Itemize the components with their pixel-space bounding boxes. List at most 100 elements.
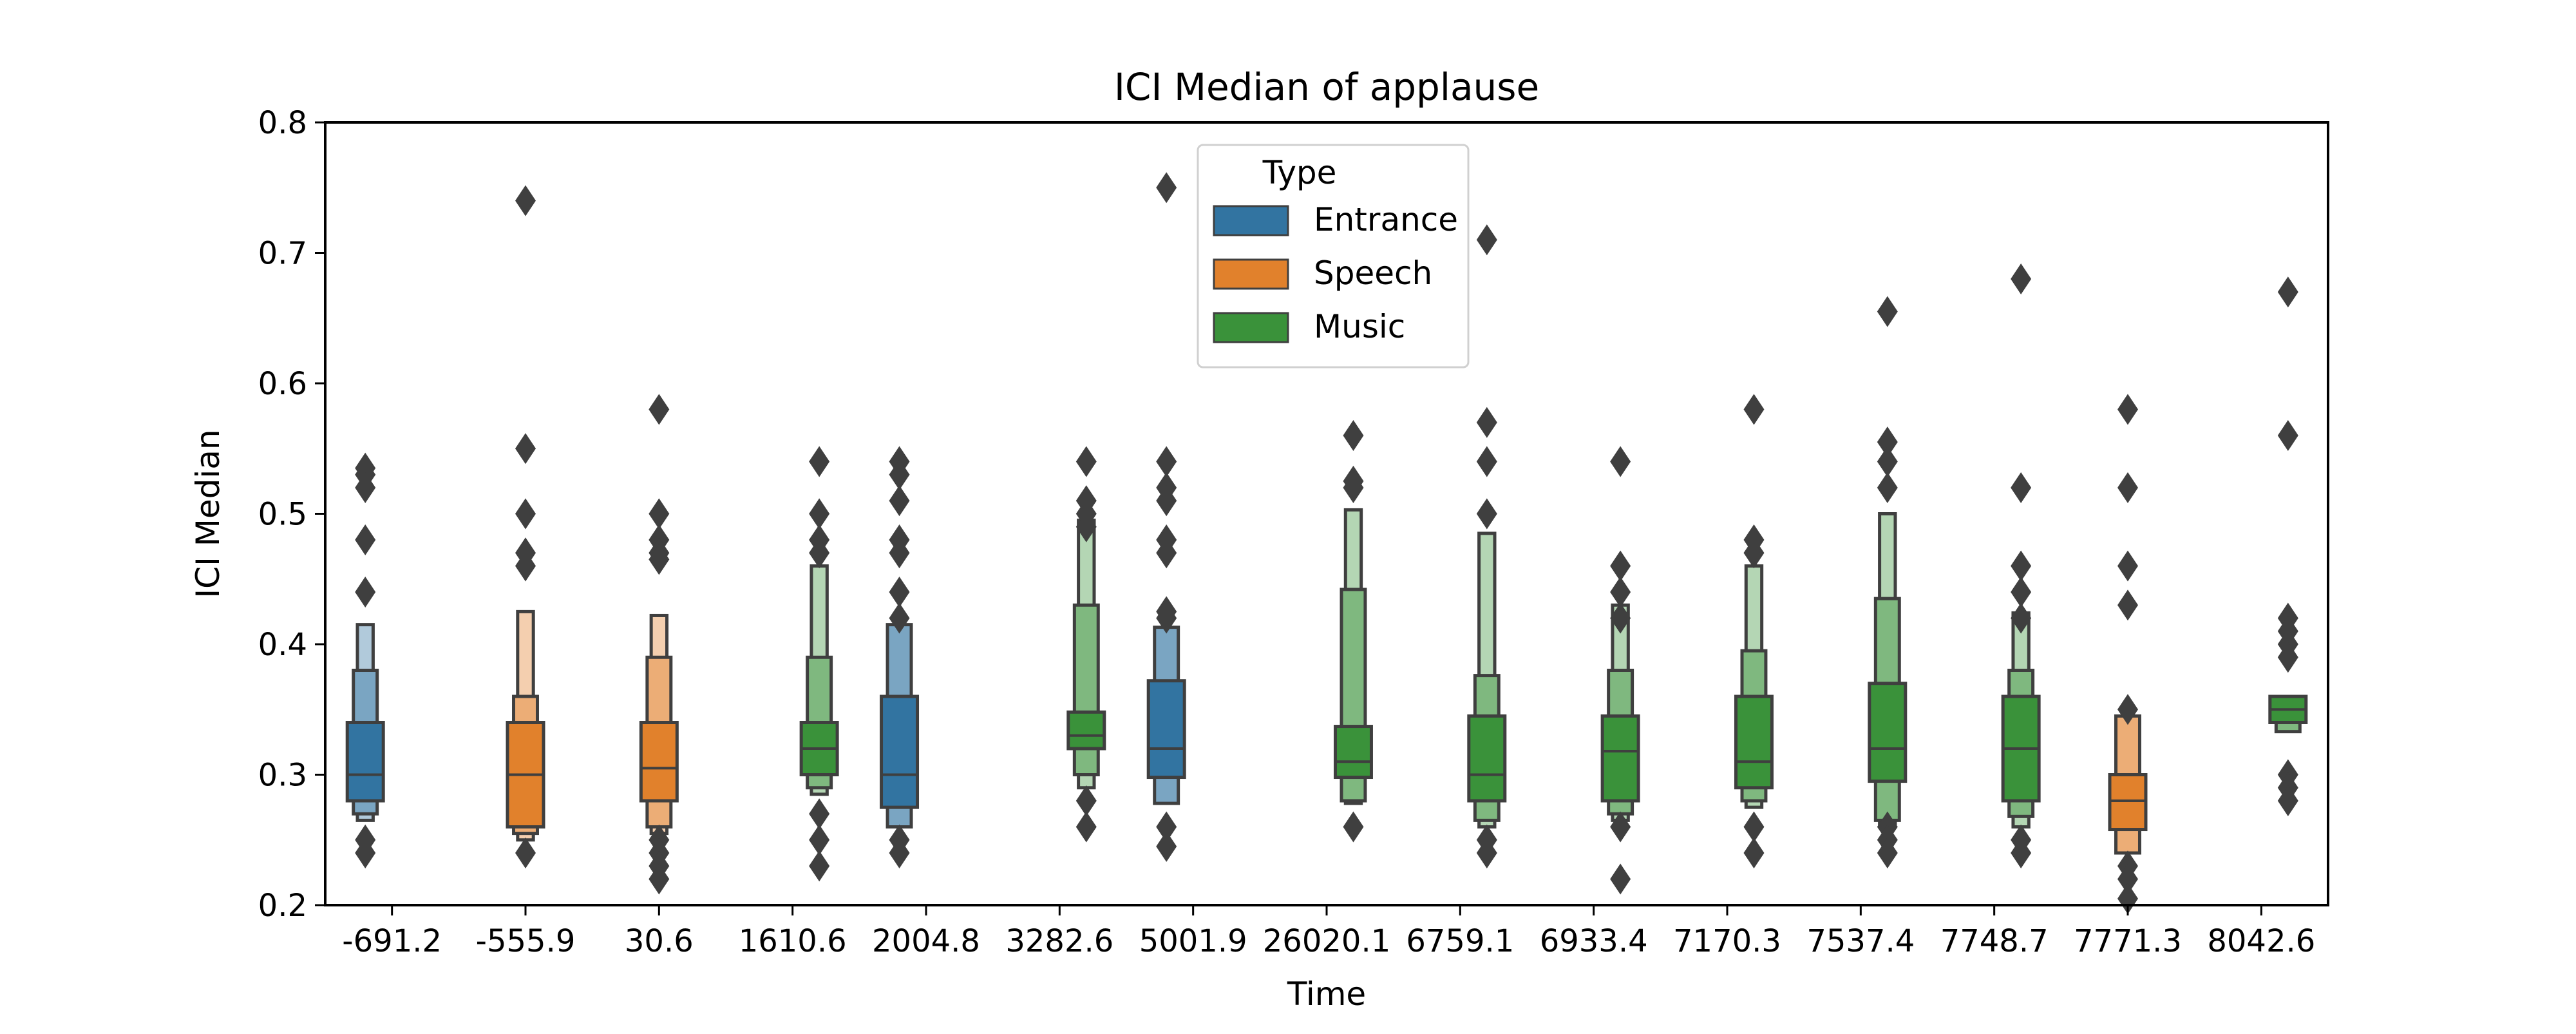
outlier-point	[1743, 838, 1765, 868]
x-tick-label: 6933.4	[1540, 923, 1648, 959]
outlier-point	[1877, 296, 1898, 327]
outlier-point	[649, 863, 670, 895]
x-tick-label: 1610.6	[739, 923, 847, 959]
y-axis-label: ICI Median	[189, 429, 227, 598]
outlier-point	[1877, 446, 1898, 477]
legend-swatch	[1213, 205, 1289, 236]
y-tick-label: 0.2	[258, 888, 307, 924]
outlier-point	[2011, 550, 2032, 582]
outlier-point	[1156, 446, 1177, 477]
x-tick-label: 5001.9	[1139, 923, 1247, 959]
outlier-point	[1877, 472, 1898, 503]
outlier-point	[809, 446, 830, 477]
outlier-point	[1156, 602, 1177, 634]
boxen-group	[2268, 276, 2308, 816]
outlier-point	[889, 602, 910, 634]
boxen-group	[1333, 420, 1373, 843]
outlier-point	[355, 524, 376, 555]
outlier-point	[2117, 550, 2138, 582]
outlier-point	[515, 433, 536, 464]
x-tick-label: -691.2	[342, 923, 442, 959]
outlier-point	[1476, 407, 1497, 438]
outlier-point	[515, 185, 536, 216]
outlier-point	[1075, 785, 1097, 816]
outlier-point	[355, 577, 376, 608]
outlier-point	[2117, 589, 2138, 621]
outlier-point	[809, 850, 830, 882]
outlier-point	[649, 394, 670, 425]
outlier-point	[889, 485, 910, 517]
chart-title: ICI Median of applause	[1114, 65, 1539, 109]
x-tick-label: 26020.1	[1263, 923, 1391, 959]
x-tick-label: 7170.3	[1673, 923, 1781, 959]
outlier-point	[2011, 472, 2032, 503]
boxen-group	[1868, 296, 1908, 868]
outlier-point	[1610, 550, 1631, 582]
outlier-point	[1343, 420, 1364, 451]
axes: 0.2 0.3 0.4 0.5 0.6 0.7 0.8 -691.2 -555.9 30.6 161…	[258, 105, 2316, 959]
legend: Type Entrance Speech Music	[1197, 144, 1470, 369]
outlier-point	[2277, 420, 2298, 451]
outlier-point	[515, 550, 536, 582]
outlier-point	[1075, 511, 1097, 542]
boxen-box	[1066, 710, 1106, 751]
outlier-point	[1743, 394, 1765, 425]
outlier-point	[889, 577, 910, 608]
x-tick-label: 7537.4	[1806, 923, 1915, 959]
outlier-point	[1610, 863, 1631, 895]
outlier-point	[2277, 785, 2298, 816]
x-tick-label: 8042.6	[2207, 923, 2315, 959]
boxen-group	[506, 185, 545, 868]
boxen-group	[1146, 172, 1186, 862]
boxen-group	[1600, 446, 1640, 895]
outlier-point	[1476, 838, 1497, 868]
outlier-point	[2011, 838, 2032, 868]
outlier-point	[1075, 446, 1097, 477]
outlier-point	[649, 544, 670, 575]
outlier-point	[2011, 602, 2032, 634]
outlier-point	[1476, 446, 1497, 477]
outlier-point	[1877, 838, 1898, 868]
outlier-point	[515, 838, 536, 868]
boxen-box	[1734, 694, 1774, 790]
boxen-group	[2108, 394, 2148, 914]
x-tick-label: 3282.6	[1005, 923, 1113, 959]
x-tick-label: 2004.8	[872, 923, 980, 959]
boxen-group	[639, 394, 679, 895]
x-tick-label: 7748.7	[1940, 923, 2049, 959]
boxen-group	[799, 446, 839, 882]
outlier-point	[2117, 863, 2138, 895]
x-tick-label: 7771.3	[2074, 923, 2182, 959]
outlier-point	[1610, 577, 1631, 608]
outlier-point	[2117, 694, 2138, 725]
legend-label: Entrance	[1314, 201, 1458, 238]
outlier-point	[1610, 602, 1631, 634]
boxen-group	[345, 452, 385, 868]
outlier-point	[1476, 498, 1497, 530]
boxen-box	[880, 694, 920, 809]
legend-swatch	[1213, 258, 1289, 290]
boxen-group	[1066, 446, 1106, 843]
outlier-point	[2011, 263, 2032, 294]
y-tick-label: 0.6	[258, 366, 307, 402]
outlier-point	[1156, 172, 1177, 204]
outlier-point	[2277, 642, 2298, 673]
x-axis-label: Time	[1287, 975, 1366, 1013]
outlier-point	[1156, 811, 1177, 843]
outlier-point	[1610, 811, 1631, 843]
y-tick-label: 0.4	[258, 627, 307, 663]
boxen-box	[1467, 714, 1507, 803]
x-tick-label: -555.9	[476, 923, 576, 959]
outlier-point	[2011, 577, 2032, 608]
outlier-point	[809, 798, 830, 830]
outlier-point	[889, 459, 910, 490]
outlier-point	[889, 537, 910, 569]
outlier-point	[1343, 472, 1364, 503]
outlier-point	[515, 498, 536, 530]
boxen-box	[345, 721, 385, 803]
outlier-point	[1610, 446, 1631, 477]
boxen-group	[880, 446, 920, 868]
outlier-point	[1156, 537, 1177, 569]
legend-box	[1197, 144, 1470, 369]
